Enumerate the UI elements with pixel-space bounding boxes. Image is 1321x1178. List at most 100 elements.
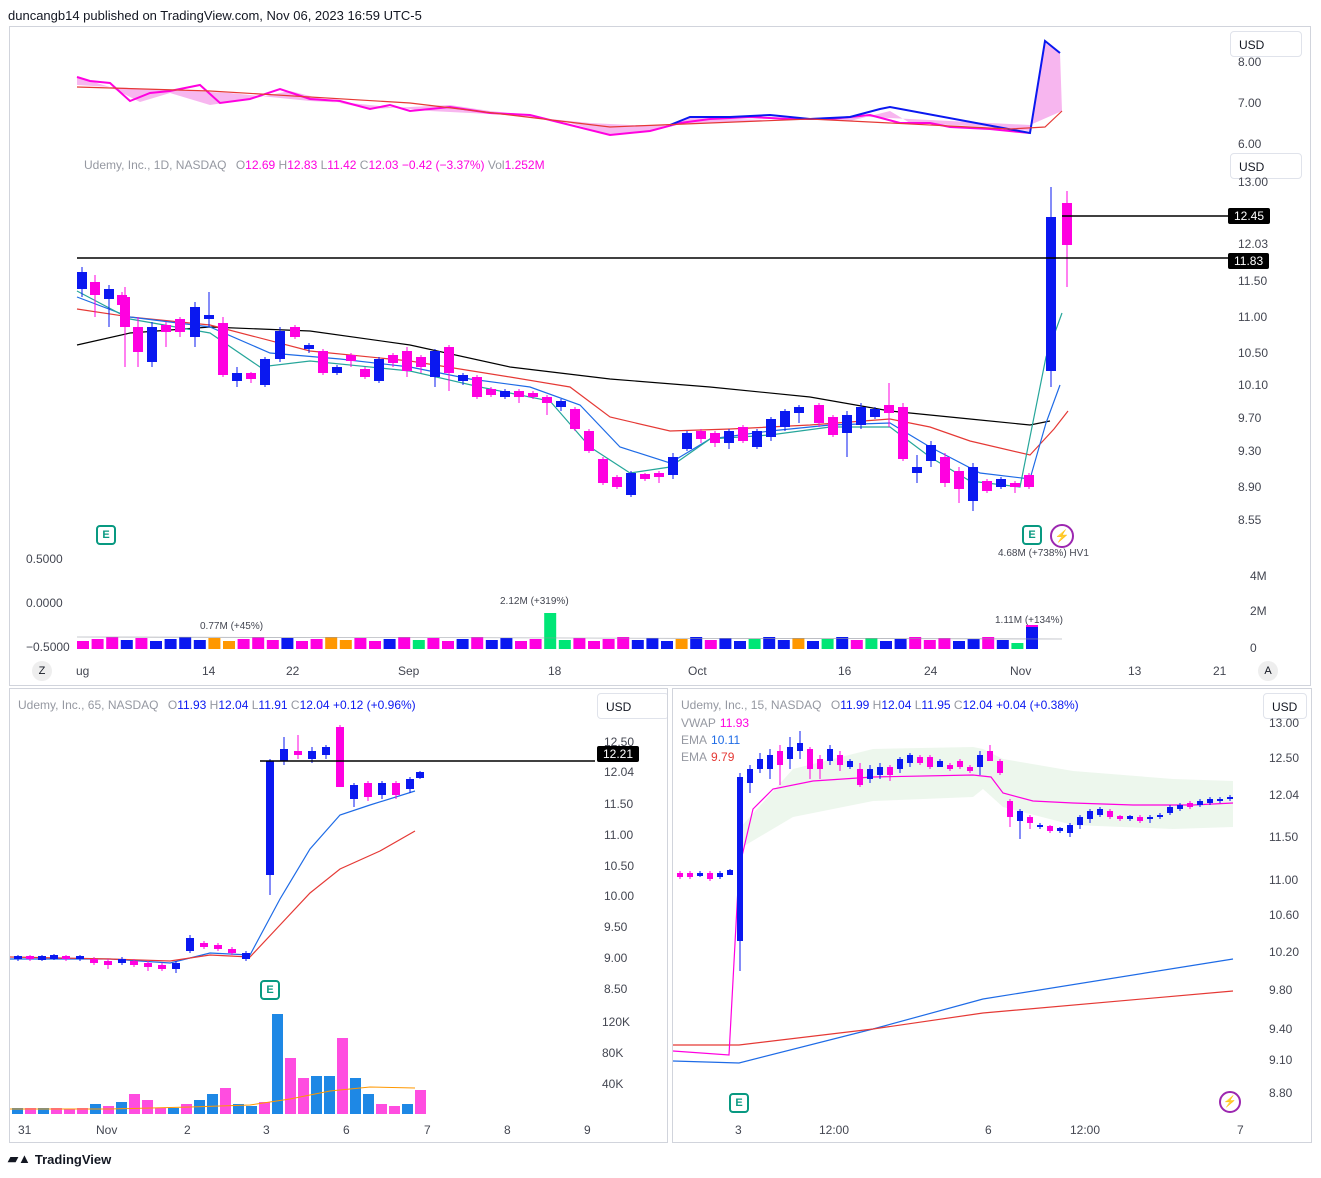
price-axis-label-6: 9.70	[1238, 411, 1262, 425]
label-c: C	[953, 698, 963, 712]
candle-body	[14, 956, 22, 959]
intraday-65m-panel[interactable]: Udemy, Inc., 65, NASDAQ O11.93 H12.04 L1…	[9, 688, 668, 1143]
candle-body	[1097, 809, 1103, 815]
volume-bar	[865, 638, 878, 649]
left-volume-bar	[168, 1108, 179, 1114]
auto-scale-button[interactable]: A	[1258, 661, 1278, 681]
left-chart-svg[interactable]	[10, 689, 667, 1142]
vwap-value: 11.93	[719, 716, 750, 730]
label-h: H	[278, 158, 288, 172]
right-earnings-icon[interactable]: E	[729, 1093, 749, 1113]
osc-axis-label-2: −0.5000	[26, 640, 70, 654]
price-axis-label-0: 13.00	[1238, 175, 1269, 189]
tradingview-logo[interactable]: ▰▲ TradingView	[8, 1151, 111, 1167]
candle-body	[917, 757, 923, 763]
candle-body	[1024, 475, 1034, 487]
candle-body	[887, 767, 893, 775]
upper-axis-label-2: 6.00	[1238, 137, 1262, 151]
candle-body	[947, 765, 953, 769]
price-tag-11-83: 11.83	[1228, 253, 1270, 269]
volume-bar	[164, 639, 177, 649]
candle-body	[954, 471, 964, 489]
right-price-label-6: 10.20	[1269, 945, 1300, 959]
daily-candles	[77, 187, 1072, 511]
volume-bar	[631, 640, 644, 649]
candle-body	[1017, 811, 1023, 821]
ema-blue-legend: EMA 10.11	[681, 732, 753, 749]
intraday-15m-panel[interactable]: Udemy, Inc., 15, NASDAQ O11.99 H12.04 L1…	[672, 688, 1312, 1143]
earnings-icon-2[interactable]: E	[1022, 525, 1042, 545]
candle-body	[842, 415, 852, 433]
candle-body	[787, 747, 793, 759]
candle-body	[1077, 817, 1083, 825]
time-axis-label-3: Sep	[398, 664, 420, 678]
ema-blue-line	[673, 958, 1234, 1064]
left-earnings-icon[interactable]: E	[260, 980, 280, 1000]
candle-body	[130, 961, 138, 965]
candle-body	[246, 373, 256, 379]
candle-body	[1177, 805, 1183, 809]
candle-body	[392, 783, 400, 795]
volume-bar	[1026, 627, 1038, 649]
candle-body	[828, 417, 838, 435]
main-chart-svg[interactable]	[10, 27, 1310, 685]
left-ohlc-legend: Udemy, Inc., 65, NASDAQ O11.93 H12.04 L1…	[18, 698, 416, 712]
volume-bar	[471, 637, 484, 649]
volume-bar	[237, 639, 250, 649]
candle-body	[1197, 801, 1203, 805]
candle-body	[807, 749, 813, 769]
volume-bar	[91, 639, 104, 649]
candle-body	[968, 467, 978, 501]
candle-body	[696, 431, 706, 439]
volume-bar	[807, 641, 819, 649]
price-axis-label-2: 11.50	[1238, 274, 1268, 288]
volume-bar	[661, 641, 673, 649]
right-currency-selector[interactable]: USD	[1263, 693, 1307, 719]
volume-bar	[485, 640, 498, 649]
lightning-event-icon[interactable]: ⚡	[1050, 524, 1074, 548]
volume-bars	[76, 613, 1063, 649]
currency-selector-main[interactable]: USD	[1230, 153, 1302, 179]
candle-body	[710, 433, 720, 443]
right-high: 12.04	[881, 698, 912, 712]
candle-body	[77, 272, 87, 289]
volume-bar	[500, 638, 513, 649]
candle-body	[794, 407, 804, 413]
candle-body	[687, 873, 693, 877]
candle-body	[926, 445, 936, 461]
volume-label-3: 4.68M (+738%) HV1	[998, 548, 1089, 559]
candle-body	[817, 759, 823, 769]
candle-body	[214, 945, 222, 949]
candle-body	[982, 481, 992, 491]
left-volume-bar	[207, 1094, 218, 1114]
left-time-label-4: 6	[343, 1123, 350, 1137]
right-ohlc-legend: Udemy, Inc., 15, NASDAQ O11.99 H12.04 L1…	[681, 698, 1079, 712]
price-tag-12-45: 12.45	[1228, 208, 1271, 224]
left-volume-bar	[129, 1094, 140, 1114]
candle-body	[542, 397, 552, 403]
candle-body	[228, 949, 236, 953]
zoom-button[interactable]: Z	[32, 661, 52, 681]
right-lightning-icon[interactable]: ⚡	[1219, 1091, 1241, 1113]
candle-body	[570, 409, 580, 429]
main-chart-panel[interactable]: Udemy, Inc., 1D, NASDAQ O12.69 H12.83 L1…	[9, 26, 1311, 686]
volume-bar	[704, 640, 717, 649]
volume-bar	[529, 639, 542, 649]
candle-body	[232, 373, 242, 381]
left-price-label-7: 9.00	[604, 951, 628, 965]
volume-bar	[777, 640, 790, 649]
left-currency-selector[interactable]: USD	[597, 693, 667, 719]
candle-body	[200, 943, 208, 947]
earnings-icon[interactable]: E	[96, 525, 116, 545]
vol-axis-label-1: 2M	[1250, 604, 1267, 618]
right-chart-svg[interactable]	[673, 689, 1311, 1142]
volume-bar	[792, 638, 805, 649]
right-low: 11.95	[921, 698, 951, 712]
left-time-label-7: 9	[584, 1123, 591, 1137]
currency-selector-top[interactable]: USD	[1230, 31, 1302, 57]
candle-body	[1187, 803, 1193, 807]
candle-body	[777, 751, 783, 765]
candle-body	[336, 727, 344, 787]
left-volume-bar	[272, 1014, 283, 1114]
volume-bar	[748, 639, 761, 649]
